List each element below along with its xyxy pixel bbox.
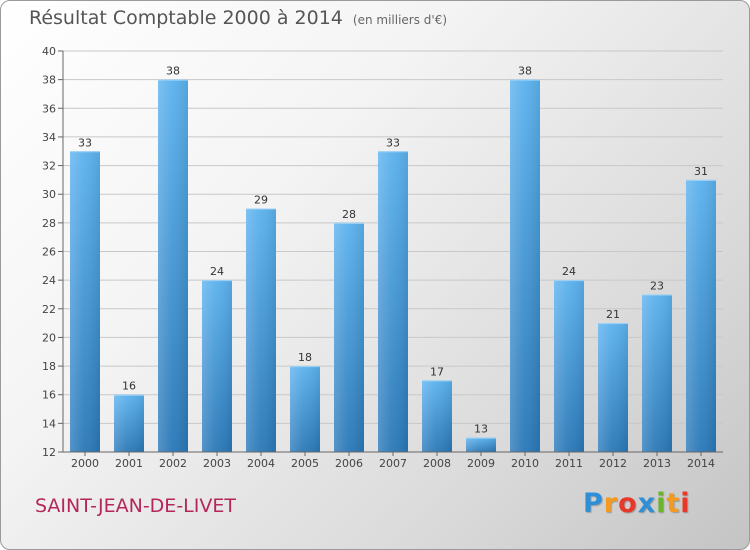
bar-group: 13 bbox=[466, 423, 496, 452]
bar-group: 33 bbox=[378, 136, 408, 452]
y-tick-label: 40 bbox=[42, 45, 56, 58]
bar-value-label: 17 bbox=[430, 365, 444, 378]
bar-shine bbox=[422, 380, 452, 452]
x-tick-label: 2007 bbox=[379, 457, 407, 470]
bar-shine bbox=[202, 280, 232, 452]
bar-shine bbox=[642, 294, 672, 452]
proxiti-logo: Proxiti bbox=[583, 488, 691, 519]
y-tick-label: 34 bbox=[42, 131, 56, 144]
y-tick-label: 36 bbox=[42, 102, 56, 115]
x-tick-label: 2014 bbox=[687, 457, 715, 470]
bar-shine bbox=[378, 151, 408, 452]
bar-value-label: 24 bbox=[210, 265, 224, 278]
logo-letter: o bbox=[618, 488, 638, 519]
axes bbox=[62, 51, 723, 453]
logo-letter: t bbox=[666, 488, 681, 519]
bar-group: 24 bbox=[554, 265, 584, 452]
x-tick-label: 2009 bbox=[467, 457, 495, 470]
bar-shine bbox=[686, 179, 716, 452]
bar-group: 33 bbox=[70, 136, 100, 452]
bar-group: 38 bbox=[510, 65, 540, 453]
x-tick-label: 2012 bbox=[599, 457, 627, 470]
y-tick-label: 16 bbox=[42, 389, 56, 402]
y-tick-label: 26 bbox=[42, 246, 56, 259]
y-tick-label: 14 bbox=[42, 417, 56, 430]
bar-value-label: 23 bbox=[650, 279, 664, 292]
x-tick-label: 2003 bbox=[203, 457, 231, 470]
bar-value-label: 29 bbox=[254, 194, 268, 207]
commune-name: SAINT-JEAN-DE-LIVET bbox=[35, 495, 236, 517]
x-tick-label: 2002 bbox=[159, 457, 187, 470]
bar-value-label: 33 bbox=[78, 136, 92, 149]
bar-shine bbox=[114, 394, 144, 452]
y-axis-ticks: 12 14 16 18 20 22 24 26 28 30 32 34 36 38 40 bbox=[42, 45, 63, 459]
bar-group: 17 bbox=[422, 365, 452, 452]
bars: 33 16 38 24 29 18 28 33 17 13 38 24 21 23 31 bbox=[70, 65, 716, 453]
bar-shine bbox=[510, 79, 540, 453]
x-tick-label: 2000 bbox=[71, 457, 99, 470]
y-tick-label: 30 bbox=[42, 188, 56, 201]
bar-value-label: 33 bbox=[386, 136, 400, 149]
bar-group: 23 bbox=[642, 279, 672, 452]
x-tick-label: 2006 bbox=[335, 457, 363, 470]
bar-value-label: 31 bbox=[694, 165, 708, 178]
bar-group: 18 bbox=[290, 351, 320, 452]
logo-letter: i bbox=[656, 488, 667, 519]
y-tick-label: 20 bbox=[42, 331, 56, 344]
x-axis-ticks: 2000 2001 2002 2003 2004 2005 2006 2007 2008 2009… bbox=[71, 452, 715, 470]
bar-value-label: 21 bbox=[606, 308, 620, 321]
bar-shine bbox=[70, 151, 100, 452]
y-tick-label: 32 bbox=[42, 160, 56, 173]
y-tick-label: 18 bbox=[42, 360, 56, 373]
bar-shine bbox=[158, 79, 188, 453]
x-tick-label: 2011 bbox=[555, 457, 583, 470]
x-tick-label: 2005 bbox=[291, 457, 319, 470]
bar-value-label: 16 bbox=[122, 380, 136, 393]
y-tick-label: 24 bbox=[42, 274, 56, 287]
bar-value-label: 18 bbox=[298, 351, 312, 364]
bar-shine bbox=[598, 323, 628, 452]
logo-letter: i bbox=[680, 488, 691, 519]
y-tick-label: 38 bbox=[42, 74, 56, 87]
bar-shine bbox=[246, 208, 276, 452]
y-tick-label: 12 bbox=[42, 446, 56, 459]
bar-shine bbox=[554, 280, 584, 452]
chart-subtitle: (en milliers d'€) bbox=[352, 13, 448, 27]
x-tick-label: 2001 bbox=[115, 457, 143, 470]
logo-letter: P bbox=[583, 488, 604, 519]
x-tick-label: 2004 bbox=[247, 457, 275, 470]
bar-value-label: 38 bbox=[166, 65, 180, 78]
bar-shine bbox=[466, 437, 496, 452]
bar-group: 29 bbox=[246, 194, 276, 452]
x-tick-label: 2008 bbox=[423, 457, 451, 470]
bar-value-label: 38 bbox=[518, 65, 532, 78]
x-tick-label: 2010 bbox=[511, 457, 539, 470]
bar-group: 24 bbox=[202, 265, 232, 452]
bar-shine bbox=[334, 222, 364, 452]
x-tick-label: 2013 bbox=[643, 457, 671, 470]
bar-shine bbox=[290, 366, 320, 452]
bar-group: 31 bbox=[686, 165, 716, 452]
bar-group: 16 bbox=[114, 380, 144, 452]
bar-value-label: 13 bbox=[474, 423, 488, 436]
bar-group: 28 bbox=[334, 208, 364, 452]
bar-value-label: 28 bbox=[342, 208, 356, 221]
bar-group: 38 bbox=[158, 65, 188, 453]
logo-letter: x bbox=[637, 488, 657, 519]
y-tick-label: 22 bbox=[42, 303, 56, 316]
bar-group: 21 bbox=[598, 308, 628, 452]
bar-value-label: 24 bbox=[562, 265, 576, 278]
logo-letter: r bbox=[603, 488, 619, 519]
chart-title: Résultat Comptable 2000 à 2014 bbox=[29, 7, 343, 29]
y-tick-label: 28 bbox=[42, 217, 56, 230]
chart-title-block: Résultat Comptable 2000 à 2014 (en millie… bbox=[29, 7, 447, 29]
